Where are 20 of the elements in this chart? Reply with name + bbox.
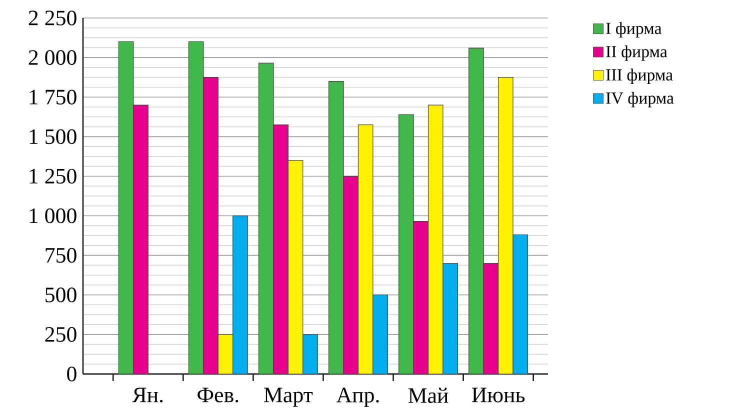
x-tick-label: Апр.: [336, 388, 379, 407]
x-tick-label: Фев.: [198, 388, 238, 402]
x-tick-label: Июнь: [472, 388, 525, 402]
y-tick-label: 1 500: [30, 129, 76, 144]
y-tick-label: 1 250: [30, 168, 76, 184]
y-tick-label: 2 250: [28, 10, 76, 26]
y-tick-label: 1 000: [30, 208, 76, 224]
y-tick-label: 500: [46, 287, 76, 302]
x-tick-label: Март: [264, 388, 313, 407]
legend-label: II фирма: [606, 45, 668, 61]
x-tick-label: Ян.: [132, 388, 163, 402]
legend-label: III фирма: [606, 68, 673, 84]
legend-label: IV фирма: [606, 92, 674, 108]
y-tick-label: 250: [45, 327, 76, 342]
y-tick-label: 2 000: [28, 50, 76, 65]
y-tick-label: 1 750: [30, 90, 76, 105]
legend-label: I фирма: [606, 22, 662, 38]
y-tick-label: 0: [67, 366, 76, 382]
x-tick-label: Май: [408, 388, 448, 403]
y-tick-label: 750: [46, 248, 76, 263]
